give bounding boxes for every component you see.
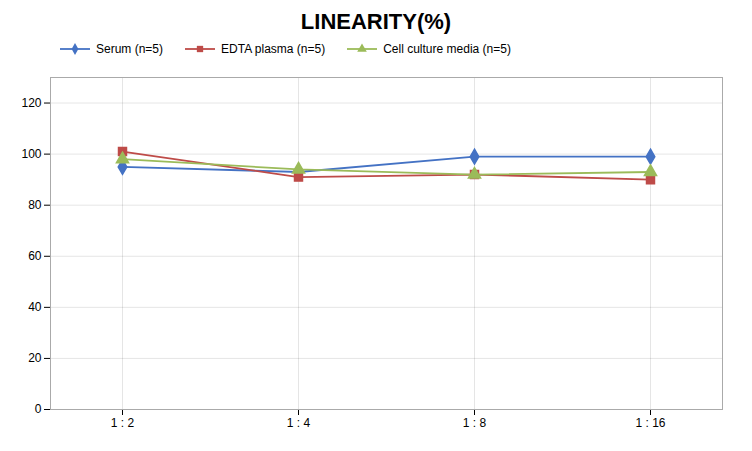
- svg-text:80: 80: [28, 198, 42, 212]
- svg-text:20: 20: [28, 351, 42, 365]
- svg-text:1 : 4: 1 : 4: [287, 416, 311, 430]
- svg-text:1 : 16: 1 : 16: [635, 416, 665, 430]
- svg-text:0: 0: [35, 402, 42, 416]
- svg-text:120: 120: [21, 96, 41, 110]
- svg-text:1 : 8: 1 : 8: [463, 416, 487, 430]
- html-text:Serum (n=5): Serum (n=5): [96, 42, 163, 56]
- svg-text:60: 60: [28, 249, 42, 263]
- svg-text:1 : 2: 1 : 2: [111, 416, 135, 430]
- svg-text:40: 40: [28, 300, 42, 314]
- svg-text:100: 100: [21, 147, 41, 161]
- html-text:LINEARITY(%): LINEARITY(%): [300, 9, 452, 34]
- html-text:EDTA plasma (n=5): EDTA plasma (n=5): [221, 42, 326, 56]
- html-text:Cell culture media (n=5): Cell culture media (n=5): [383, 42, 511, 56]
